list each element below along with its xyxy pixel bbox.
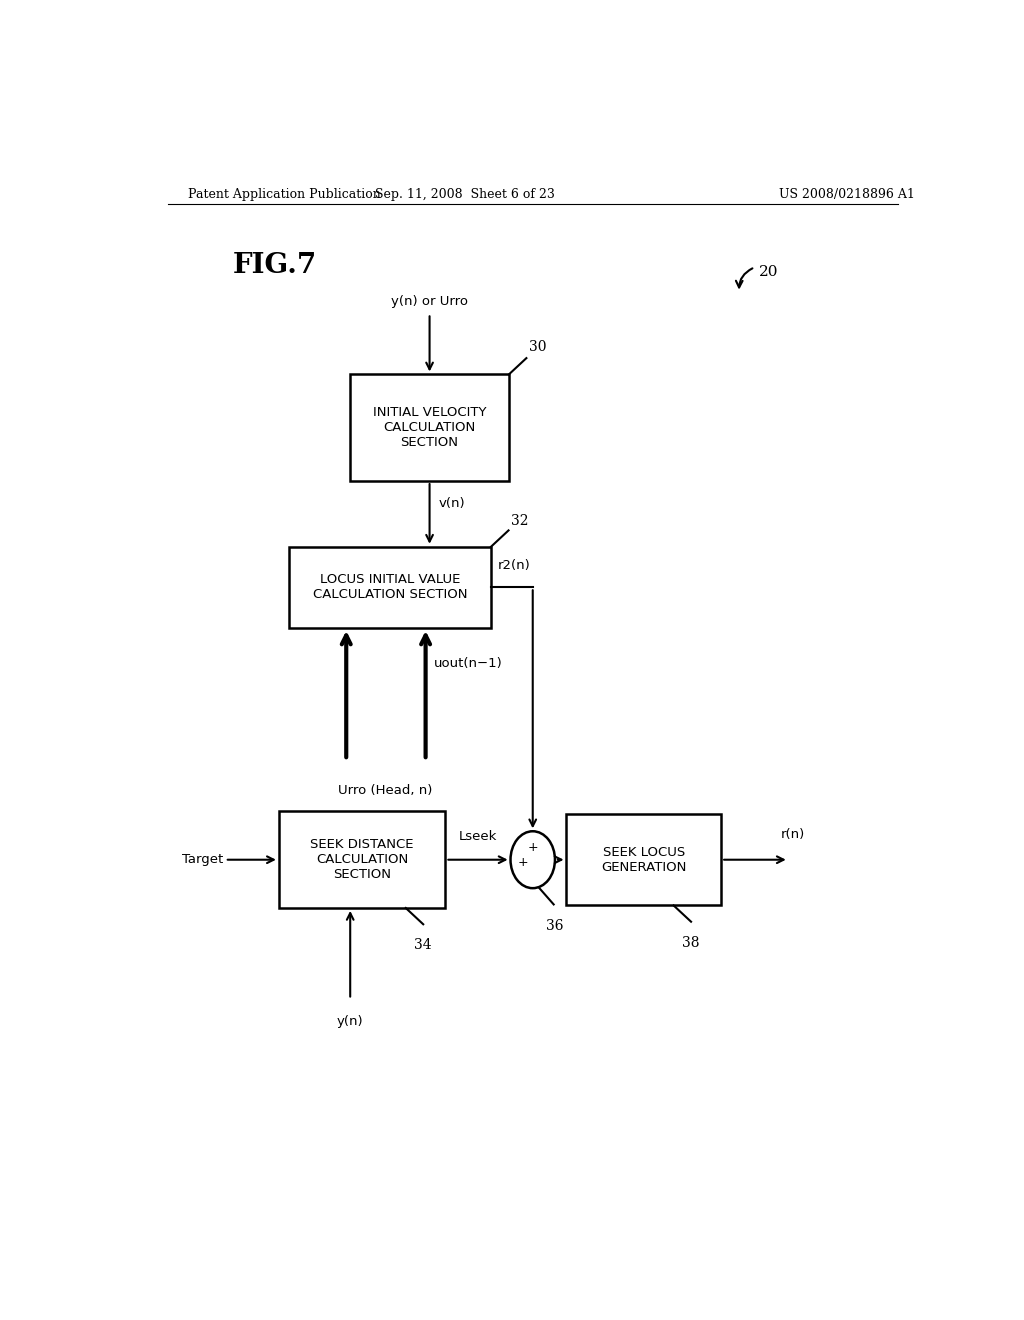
Text: Lseek: Lseek xyxy=(459,830,498,843)
Text: US 2008/0218896 A1: US 2008/0218896 A1 xyxy=(778,187,914,201)
Text: Urro (Head, n): Urro (Head, n) xyxy=(338,784,433,797)
Text: uout(n−1): uout(n−1) xyxy=(433,657,503,671)
Bar xyxy=(279,812,445,908)
Text: 32: 32 xyxy=(511,515,528,528)
Text: 20: 20 xyxy=(759,265,778,280)
Text: r(n): r(n) xyxy=(780,829,805,841)
Text: LOCUS INITIAL VALUE
CALCULATION SECTION: LOCUS INITIAL VALUE CALCULATION SECTION xyxy=(312,573,467,602)
Text: 34: 34 xyxy=(414,939,431,953)
Text: +: + xyxy=(527,841,538,854)
Text: Patent Application Publication: Patent Application Publication xyxy=(187,187,380,201)
Text: 36: 36 xyxy=(546,919,563,933)
Bar xyxy=(289,546,492,628)
Text: Target: Target xyxy=(182,853,223,866)
Bar xyxy=(350,375,509,480)
Text: 30: 30 xyxy=(528,341,546,354)
Text: v(n): v(n) xyxy=(439,498,466,511)
Text: y(n): y(n) xyxy=(337,1015,364,1028)
Text: SEEK LOCUS
GENERATION: SEEK LOCUS GENERATION xyxy=(601,846,686,874)
Text: y(n) or Urro: y(n) or Urro xyxy=(391,296,468,309)
Text: Sep. 11, 2008  Sheet 6 of 23: Sep. 11, 2008 Sheet 6 of 23 xyxy=(376,187,555,201)
Text: 38: 38 xyxy=(682,936,699,950)
Text: SEEK DISTANCE
CALCULATION
SECTION: SEEK DISTANCE CALCULATION SECTION xyxy=(310,838,414,882)
Text: INITIAL VELOCITY
CALCULATION
SECTION: INITIAL VELOCITY CALCULATION SECTION xyxy=(373,407,486,449)
Text: +: + xyxy=(517,857,528,869)
Text: r2(n): r2(n) xyxy=(498,560,530,572)
Bar xyxy=(566,814,721,906)
Text: FIG.7: FIG.7 xyxy=(232,252,317,279)
